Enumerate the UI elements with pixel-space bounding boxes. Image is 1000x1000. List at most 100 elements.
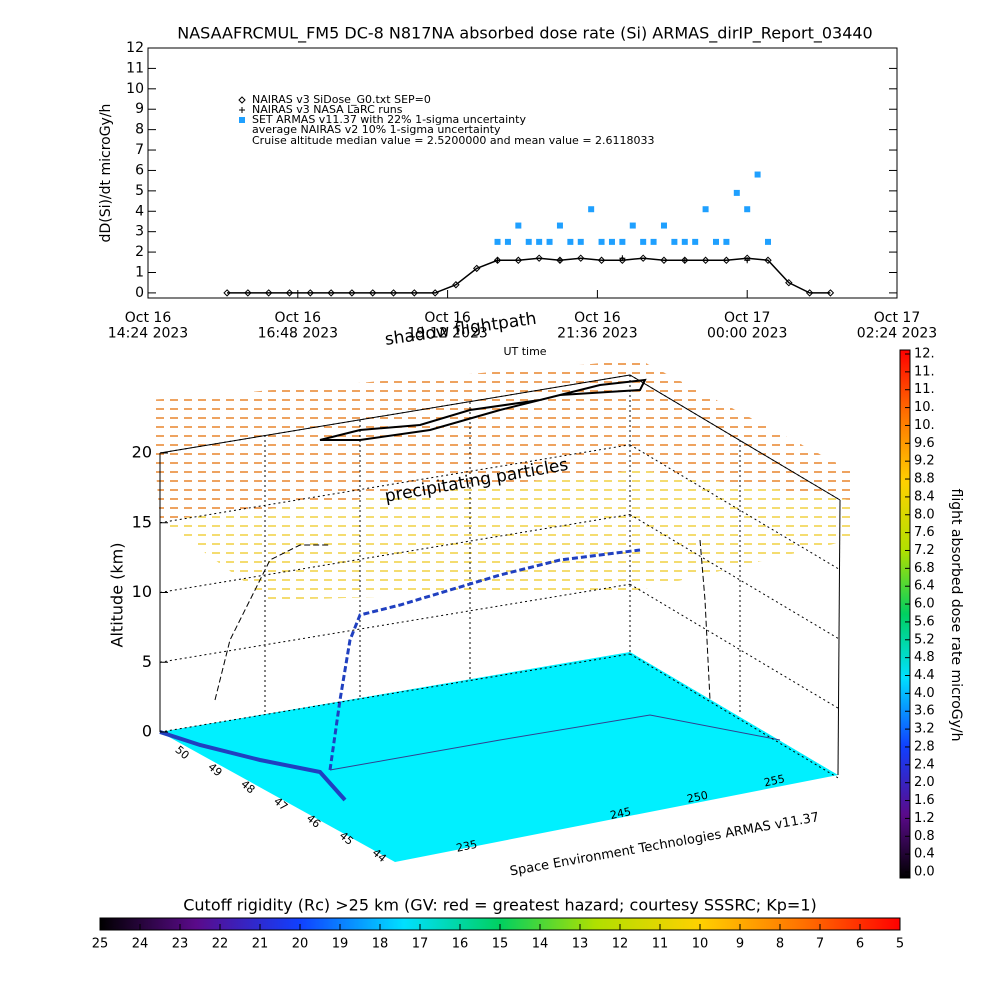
data-point — [588, 206, 595, 213]
colorbar-tick-label: 3.6 — [914, 704, 935, 719]
colorbar-label: flight absorbed dose rate microGy/h — [948, 489, 964, 742]
data-point — [431, 289, 439, 297]
colorbar-tick-label: 16 — [452, 937, 469, 952]
data-point — [389, 289, 398, 297]
data-point — [368, 289, 377, 297]
altitude-profile — [214, 544, 330, 701]
colorbar-tick-label: 9 — [736, 937, 744, 952]
data-point — [650, 238, 657, 245]
data-point — [597, 256, 606, 264]
data-point — [556, 256, 564, 264]
colorbar-tick-label: 2.4 — [914, 757, 935, 772]
colorbar-tick-label: 10. — [914, 400, 935, 415]
data-point — [285, 289, 294, 297]
data-point — [567, 238, 574, 245]
plot-frame — [147, 47, 898, 299]
colorbar-tick-label: 9.2 — [914, 454, 935, 469]
colorbar-tick-label: 15 — [492, 937, 509, 952]
x-tick-label: Oct 17 00:00 2023 — [707, 310, 787, 341]
colorbar-tick-label: 21 — [252, 937, 269, 952]
data-point — [764, 256, 772, 264]
data-point — [473, 264, 481, 273]
data-point — [327, 289, 335, 297]
lon-tick-label: 250 — [686, 789, 709, 806]
data-point — [546, 238, 553, 245]
data-point — [556, 257, 563, 264]
y-tick-label: 7 — [135, 142, 144, 158]
data-point — [493, 256, 502, 264]
data-point — [733, 189, 740, 196]
floor-map — [160, 652, 838, 862]
data-point — [515, 222, 522, 229]
data-point — [692, 238, 699, 245]
colorbar-tick-label: 24 — [132, 937, 149, 952]
colorbar-tick-label: 1.6 — [914, 793, 935, 808]
x-axis-label: UT time — [503, 345, 546, 358]
data-point — [619, 255, 626, 262]
legend-label: SET ARMAS v11.37 with 22% 1-sigma uncert… — [252, 113, 526, 126]
data-point — [639, 254, 647, 262]
data-point — [640, 238, 647, 245]
colorbar-tick-label: 19 — [332, 937, 349, 952]
y-tick-label: 6 — [135, 162, 144, 178]
z-grid-line — [629, 653, 841, 780]
box-edge — [159, 374, 631, 454]
colorbar-tick-label: 14 — [532, 937, 549, 952]
colorbar-tick-label: 6.0 — [914, 597, 935, 612]
data-point — [660, 222, 667, 229]
data-point — [598, 238, 605, 245]
data-point — [306, 289, 314, 297]
box-edge — [837, 499, 841, 776]
x-tick-label: Oct 17 02:24 2023 — [857, 310, 937, 341]
data-point — [826, 289, 835, 297]
data-point — [608, 238, 615, 245]
colorbar-tick-label: 25 — [92, 937, 109, 952]
colorbar-tick-label: 18 — [372, 937, 389, 952]
data-point — [805, 289, 814, 297]
data-point — [244, 289, 252, 297]
colorbar-tick-label: 4.8 — [914, 650, 935, 665]
z-grid-line — [629, 514, 841, 640]
x-tick-label: Oct 16 19:12 2023 — [407, 310, 487, 341]
colorbar-tick-label: 8.0 — [914, 507, 935, 522]
data-point — [504, 238, 511, 245]
colorbar-tick-label: 6 — [856, 937, 864, 952]
data-point — [348, 289, 356, 297]
x-tick-label: Oct 16 14:24 2023 — [108, 310, 188, 341]
legend-label: NAIRAS v3 SiDose_G0.txt SEP=0 — [252, 93, 431, 106]
y-tick-label: 8 — [135, 122, 144, 138]
z-tick-label: 5 — [142, 652, 152, 671]
x-tick-label: Oct 16 16:48 2023 — [258, 310, 338, 341]
data-point — [671, 238, 678, 245]
z-tick-label: 10 — [132, 582, 152, 601]
data-point — [577, 254, 585, 262]
z-grid-line — [629, 444, 841, 571]
data-point — [264, 289, 273, 297]
data-point — [785, 278, 793, 287]
dose-colorbar — [899, 349, 911, 879]
colorbar-tick-label: 7 — [816, 937, 824, 952]
page-title: NASAAFRCMUL_FM5 DC-8 N817NA absorbed dos… — [177, 24, 872, 44]
y-tick-label: 2 — [135, 244, 144, 260]
data-point — [660, 256, 668, 264]
z-axis-label: Altitude (km) — [108, 543, 127, 648]
colorbar-tick-label: 0.4 — [914, 847, 935, 862]
y-tick-label: 9 — [135, 101, 144, 117]
altitude-profile — [699, 539, 711, 701]
data-point — [702, 206, 709, 213]
data-point — [701, 256, 710, 264]
colorbar-tick-label: 3.2 — [914, 722, 935, 737]
ground-track — [329, 714, 781, 771]
data-point — [722, 256, 731, 264]
y-tick-label: 1 — [135, 264, 144, 280]
data-point — [754, 171, 761, 178]
colorbar-tick-label: 22 — [212, 937, 229, 952]
data-point — [535, 254, 543, 262]
colorbar-tick-label: 5.2 — [914, 632, 935, 647]
z-grid-line — [629, 374, 841, 501]
colorbar-tick-label: 1.2 — [914, 811, 935, 826]
colorbar-tick-label: 12 — [612, 937, 629, 952]
data-point — [744, 257, 751, 264]
colorbar-tick-label: 6.8 — [914, 561, 935, 576]
